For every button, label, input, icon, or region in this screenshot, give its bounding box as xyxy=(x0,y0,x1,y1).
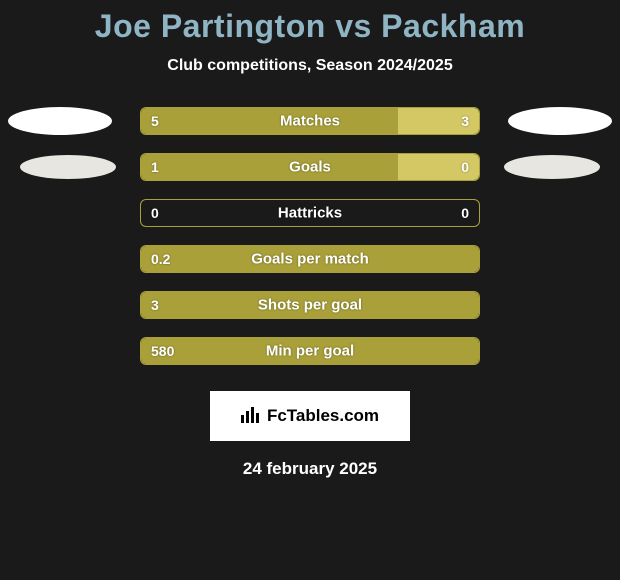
stat-value-left: 0.2 xyxy=(151,251,170,267)
stat-value-right: 0 xyxy=(461,159,469,175)
stat-value-left: 3 xyxy=(151,297,159,313)
stat-bar: 5 Matches 3 xyxy=(140,107,480,135)
stat-bar-left xyxy=(141,108,398,134)
stat-row: 0 Hattricks 0 xyxy=(0,199,620,227)
comparison-date: 24 february 2025 xyxy=(0,459,620,479)
stat-value-left: 1 xyxy=(151,159,159,175)
stat-value-left: 5 xyxy=(151,113,159,129)
stat-bar: 1 Goals 0 xyxy=(140,153,480,181)
brand-text: FcTables.com xyxy=(267,406,379,426)
stat-bar-left xyxy=(141,154,398,180)
stat-row: 580 Min per goal xyxy=(0,337,620,365)
stat-bar: 3 Shots per goal xyxy=(140,291,480,319)
stat-row: 1 Goals 0 xyxy=(0,153,620,181)
stat-value-left: 0 xyxy=(151,205,159,221)
stats-rows: 5 Matches 3 1 Goals 0 0 Hattricks xyxy=(0,107,620,365)
stat-label: Goals xyxy=(289,159,331,176)
player-marker-left xyxy=(20,155,116,179)
stat-bar: 580 Min per goal xyxy=(140,337,480,365)
stat-label: Shots per goal xyxy=(258,297,362,314)
comparison-title: Joe Partington vs Packham xyxy=(0,8,620,45)
player-marker-right xyxy=(508,107,612,135)
stat-value-left: 580 xyxy=(151,343,174,359)
stat-label: Goals per match xyxy=(251,251,369,268)
stat-label: Matches xyxy=(280,113,340,130)
brand-badge: FcTables.com xyxy=(210,391,410,441)
stat-value-right: 0 xyxy=(461,205,469,221)
comparison-subtitle: Club competitions, Season 2024/2025 xyxy=(0,57,620,75)
stat-row: 0.2 Goals per match xyxy=(0,245,620,273)
player-marker-right xyxy=(504,155,600,179)
stat-label: Min per goal xyxy=(266,343,354,360)
stat-bar: 0 Hattricks 0 xyxy=(140,199,480,227)
stat-row: 3 Shots per goal xyxy=(0,291,620,319)
stat-row: 5 Matches 3 xyxy=(0,107,620,135)
player-marker-left xyxy=(8,107,112,135)
brand-icon xyxy=(241,405,263,428)
stat-value-right: 3 xyxy=(461,113,469,129)
stat-bar: 0.2 Goals per match xyxy=(140,245,480,273)
stat-label: Hattricks xyxy=(278,205,342,222)
